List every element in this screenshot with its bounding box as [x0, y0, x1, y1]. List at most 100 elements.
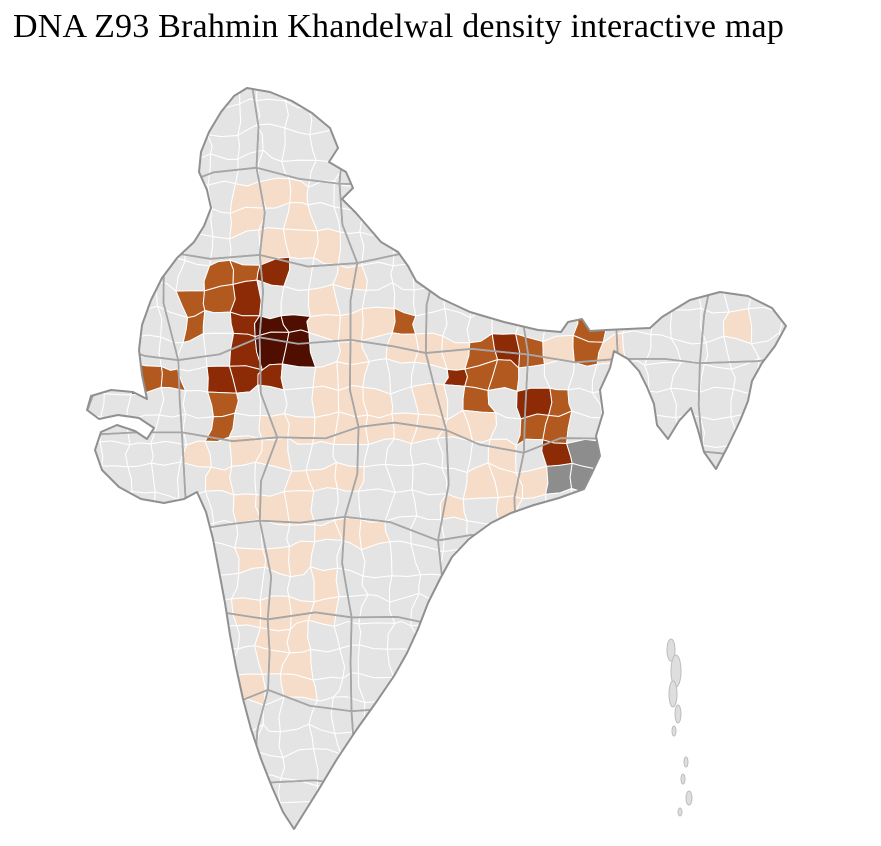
district-cell[interactable]	[230, 809, 263, 830]
district-cell[interactable]	[436, 436, 474, 473]
district-cell[interactable]	[702, 181, 733, 209]
district-cell[interactable]	[175, 153, 212, 187]
district-cell[interactable]	[804, 79, 837, 107]
district-cell[interactable]	[620, 802, 656, 838]
district-cell[interactable]	[516, 387, 553, 420]
district-cell[interactable]	[467, 783, 496, 811]
district-cell[interactable]	[310, 648, 346, 681]
district-cell[interactable]	[123, 102, 157, 136]
district-cell[interactable]	[777, 773, 802, 813]
district-cell[interactable]	[356, 800, 396, 838]
district-cell[interactable]	[593, 55, 627, 80]
district-cell[interactable]	[513, 158, 544, 181]
district-cell[interactable]	[150, 209, 182, 233]
district-cell[interactable]	[393, 837, 416, 846]
district-cell[interactable]	[74, 520, 109, 551]
district-cell[interactable]	[414, 178, 446, 207]
district-cell[interactable]	[81, 331, 109, 366]
district-cell[interactable]	[179, 801, 210, 838]
district-cell[interactable]	[644, 591, 677, 631]
district-cell[interactable]	[387, 726, 415, 757]
district-cell[interactable]	[339, 747, 366, 783]
district-cell[interactable]	[670, 441, 705, 469]
district-cell[interactable]	[335, 805, 362, 829]
district-cell[interactable]	[619, 413, 650, 448]
district-cell[interactable]	[129, 184, 161, 214]
district-cell[interactable]	[540, 74, 574, 111]
district-cell[interactable]	[749, 78, 786, 110]
district-cell[interactable]	[99, 253, 137, 289]
district-cell[interactable]	[730, 620, 759, 658]
district-cell[interactable]	[336, 75, 363, 105]
district-cell[interactable]	[387, 104, 413, 133]
district-cell[interactable]	[211, 696, 240, 734]
district-cell[interactable]	[514, 622, 548, 653]
district-cell[interactable]	[678, 701, 702, 732]
district-cell[interactable]	[519, 805, 546, 836]
district-cell[interactable]	[486, 231, 519, 261]
island[interactable]	[680, 773, 686, 785]
district-cell[interactable]	[751, 465, 781, 495]
district-cell[interactable]	[55, 258, 79, 284]
district-cell[interactable]	[651, 201, 682, 239]
district-cell[interactable]	[102, 593, 136, 625]
district-cell[interactable]	[362, 725, 394, 754]
district-cell[interactable]	[543, 752, 572, 777]
district-cell[interactable]	[256, 56, 291, 81]
district-cell[interactable]	[803, 359, 836, 396]
district-cell[interactable]	[594, 257, 624, 289]
district-cell[interactable]	[180, 106, 208, 136]
district-cell[interactable]	[97, 644, 134, 679]
district-cell[interactable]	[462, 645, 497, 680]
district-cell[interactable]	[646, 489, 679, 527]
district-cell[interactable]	[778, 279, 801, 313]
district-cell[interactable]	[757, 698, 779, 732]
district-cell[interactable]	[417, 646, 442, 680]
island[interactable]	[671, 725, 677, 737]
district-cell[interactable]	[101, 491, 133, 523]
district-cell[interactable]	[49, 672, 81, 704]
district-cell[interactable]	[592, 105, 625, 132]
district-cell[interactable]	[409, 101, 443, 135]
district-cell[interactable]	[595, 228, 628, 261]
district-cell[interactable]	[462, 75, 499, 112]
district-cell[interactable]	[811, 332, 831, 362]
district-cell[interactable]	[491, 775, 524, 812]
district-cell[interactable]	[463, 105, 499, 136]
district-cell[interactable]	[156, 801, 186, 838]
district-cell[interactable]	[751, 128, 781, 159]
island[interactable]	[668, 680, 678, 708]
district-cell[interactable]	[80, 179, 105, 212]
district-cell[interactable]	[102, 98, 133, 127]
district-cell[interactable]	[50, 569, 76, 597]
district-cell[interactable]	[726, 751, 760, 781]
district-cell[interactable]	[649, 150, 676, 189]
district-cell[interactable]	[466, 542, 501, 572]
district-cell[interactable]	[102, 181, 136, 214]
district-cell[interactable]	[597, 649, 626, 678]
district-cell[interactable]	[307, 74, 343, 111]
district-cell[interactable]	[49, 653, 82, 673]
district-cell[interactable]	[412, 259, 449, 291]
district-cell[interactable]	[335, 825, 371, 846]
district-cell[interactable]	[674, 235, 702, 266]
district-cell[interactable]	[492, 522, 521, 545]
district-cell[interactable]	[568, 775, 605, 806]
district-cell[interactable]	[128, 125, 155, 162]
district-cell[interactable]	[801, 754, 832, 783]
district-cell[interactable]	[410, 725, 446, 757]
district-cell[interactable]	[103, 358, 136, 396]
district-cell[interactable]	[387, 128, 416, 163]
district-cell[interactable]	[805, 620, 834, 652]
district-cell[interactable]	[442, 831, 469, 846]
district-cell[interactable]	[804, 592, 832, 622]
district-cell[interactable]	[437, 747, 473, 785]
district-cell[interactable]	[179, 779, 211, 811]
district-cell[interactable]	[516, 748, 552, 777]
district-cell[interactable]	[205, 673, 240, 706]
district-cell[interactable]	[464, 600, 492, 624]
district-cell[interactable]	[697, 619, 735, 652]
district-cell[interactable]	[594, 802, 625, 838]
district-cell[interactable]	[466, 520, 500, 546]
district-cell[interactable]	[102, 699, 132, 734]
